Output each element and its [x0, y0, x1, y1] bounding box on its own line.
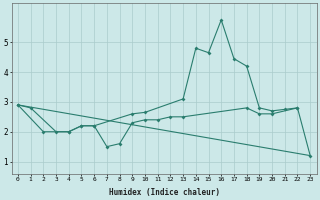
X-axis label: Humidex (Indice chaleur): Humidex (Indice chaleur) [108, 188, 220, 197]
